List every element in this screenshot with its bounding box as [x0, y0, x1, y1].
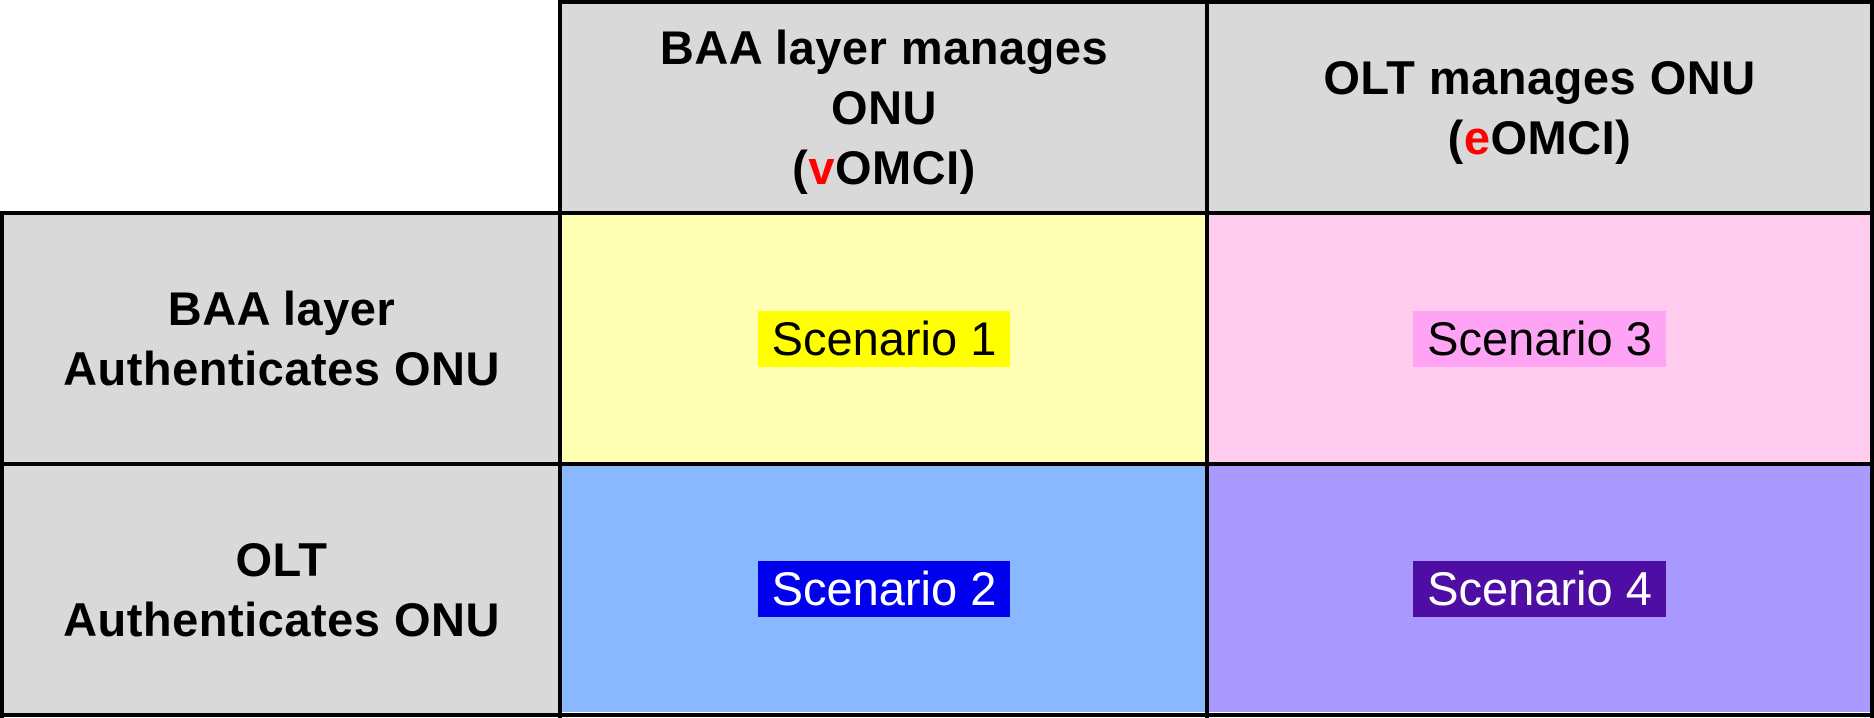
- row-header-olt-authenticates: OLT Authenticates ONU: [3, 466, 560, 714]
- column-header-olt-manages: OLT manages ONU (eOMCI): [1208, 3, 1871, 213]
- scenario-label: Scenario 1: [757, 310, 1011, 367]
- grid-line-middle: [0, 462, 1874, 466]
- grid-line-header-bottom: [0, 211, 1874, 215]
- scenario-cell-4: Scenario 4: [1208, 466, 1871, 712]
- row-header-line: BAA layer: [167, 281, 396, 335]
- scenario-cell-3: Scenario 3: [1208, 214, 1871, 463]
- grid-line-top: [559, 0, 1874, 4]
- scenario-cell-1: Scenario 1: [562, 214, 1206, 463]
- column-header-line: BAA layer manages: [659, 21, 1109, 74]
- grid-line-col-2: [1205, 0, 1209, 718]
- scenario-label: Scenario 2: [757, 561, 1011, 617]
- column-header-line: OLT manages ONU: [1323, 51, 1756, 104]
- column-header-baa-manages: BAA layer manages ONU (vOMCI): [562, 3, 1206, 213]
- row-header-line: Authenticates ONU: [63, 341, 500, 395]
- grid-line-col-1: [558, 0, 562, 718]
- scenario-label: Scenario 4: [1413, 561, 1666, 617]
- scenario-cell-2: Scenario 2: [562, 466, 1206, 712]
- row-header-line: OLT: [235, 533, 328, 586]
- omci-prefix-letter: e: [1463, 111, 1491, 164]
- omci-prefix-letter: v: [808, 141, 835, 194]
- row-header-line: Authenticates ONU: [63, 593, 500, 646]
- scenario-label: Scenario 3: [1413, 310, 1666, 367]
- row-header-baa-authenticates: BAA layer Authenticates ONU: [3, 214, 560, 463]
- column-header-omci-type: (eOMCI): [1447, 111, 1632, 164]
- grid-line-bottom: [0, 713, 1874, 717]
- grid-line-right: [1870, 0, 1874, 718]
- column-header-omci-type: (vOMCI): [792, 141, 976, 194]
- column-header-line: ONU: [831, 81, 937, 134]
- grid-line-left: [0, 211, 4, 718]
